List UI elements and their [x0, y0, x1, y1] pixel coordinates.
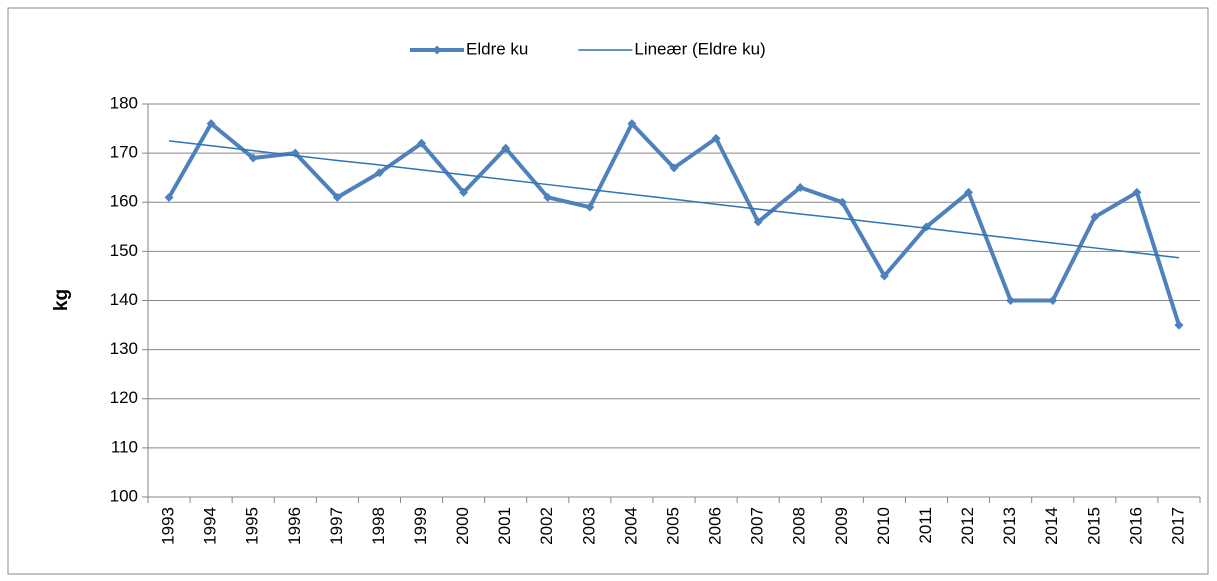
point: [374, 168, 384, 178]
x-tick-label: 2003: [579, 507, 598, 545]
x-tick-label: 2016: [1126, 507, 1145, 545]
point: [1090, 212, 1100, 222]
x-tick-label: 2006: [706, 507, 725, 545]
point: [1132, 187, 1142, 197]
point: [1006, 296, 1016, 305]
point: [627, 119, 637, 129]
y-tick-label: 160: [110, 192, 138, 211]
point: [585, 202, 595, 212]
x-tick-label: 2009: [832, 507, 851, 545]
legend-label: Eldre ku: [466, 39, 528, 58]
x-tick-label: 1998: [369, 507, 388, 545]
y-tick-label: 100: [110, 486, 138, 505]
point: [795, 183, 805, 193]
point: [1048, 296, 1058, 305]
x-tick-label: 2013: [1000, 507, 1019, 545]
point: [164, 192, 174, 202]
y-tick-label: 170: [110, 143, 138, 162]
trend-line: [168, 140, 1180, 259]
legend-label: Lineær (Eldre ku): [634, 39, 765, 58]
x-tick-label: 2010: [874, 507, 893, 545]
x-tick-label: 2005: [663, 507, 682, 545]
x-tick-label: 2000: [453, 507, 472, 545]
point: [459, 187, 469, 197]
point: [669, 163, 679, 173]
point: [711, 133, 721, 143]
x-tick-label: 2002: [537, 507, 556, 545]
point: [501, 143, 511, 153]
x-tick-label: 1997: [327, 507, 346, 545]
y-axis-label: kg: [51, 289, 72, 311]
y-tick-label: 110: [111, 437, 138, 456]
x-tick-label: 2008: [790, 507, 809, 545]
point: [332, 192, 342, 202]
x-tick-label: 1994: [201, 507, 220, 545]
x-tick-label: 2012: [958, 507, 977, 545]
x-tick-label: 2017: [1168, 507, 1187, 545]
x-tick-label: 2014: [1042, 507, 1061, 545]
x-tick-label: 1995: [243, 507, 262, 545]
x-tick-label: 2007: [748, 507, 767, 545]
point: [543, 192, 553, 202]
y-tick-label: 140: [110, 290, 138, 309]
x-tick-label: 1993: [159, 507, 178, 545]
x-tick-label: 2004: [621, 507, 640, 545]
x-tick-label: 2011: [916, 507, 935, 544]
point: [206, 119, 216, 129]
x-tick-label: 1999: [411, 507, 430, 545]
point: [417, 138, 427, 148]
y-tick-label: 120: [110, 388, 138, 407]
x-tick-label: 2001: [495, 507, 514, 545]
y-tick-label: 180: [110, 93, 138, 112]
chart-frame: [7, 7, 1209, 575]
point: [1174, 320, 1184, 330]
y-tick-label: 130: [110, 339, 138, 358]
x-tick-label: 1996: [285, 507, 304, 545]
point: [964, 187, 974, 197]
y-tick-label: 150: [110, 241, 138, 260]
point: [879, 271, 889, 281]
point: [837, 197, 847, 207]
point: [248, 153, 258, 163]
point: [753, 217, 763, 227]
legend-marker: [432, 45, 442, 55]
x-tick-label: 2015: [1084, 507, 1103, 545]
